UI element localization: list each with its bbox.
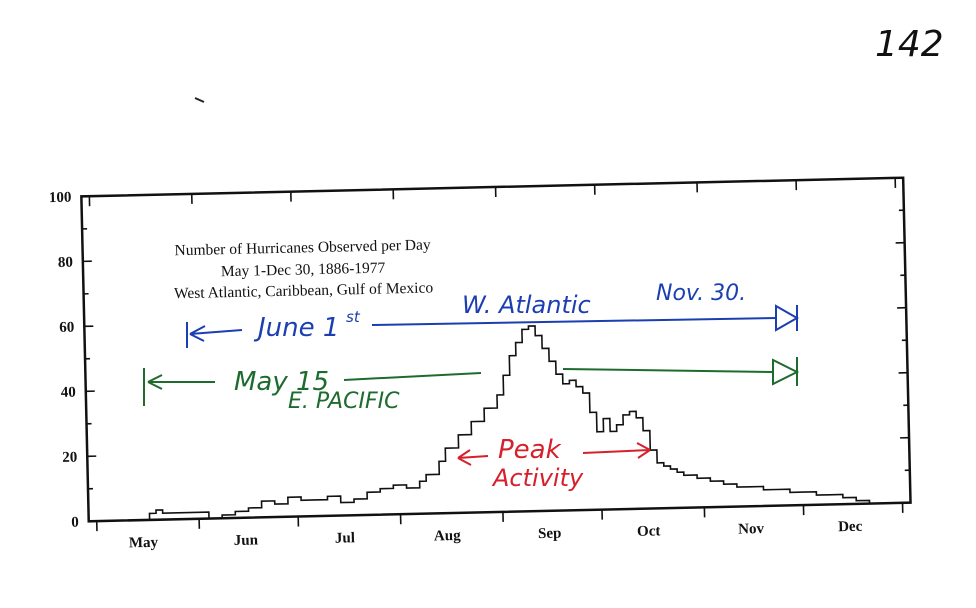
stray-mark <box>194 97 205 103</box>
x-tick-label: Jul <box>335 530 355 546</box>
y-tick-label: 20 <box>62 450 77 466</box>
chart-title-line-3: West Atlantic, Caribbean, Gulf of Mexico <box>174 279 434 302</box>
annotation-w-atlantic: June 1 st W. Atlantic Nov. 30. <box>186 281 800 348</box>
chart-title-line-1: Number of Hurricanes Observed per Day <box>174 236 431 259</box>
y-tick-label: 0 <box>71 515 79 531</box>
chart-title-line-2: May 1-Dec 30, 1886-1977 <box>221 260 386 281</box>
x-tick-label: Jun <box>234 532 259 549</box>
x-tick-label: Sep <box>538 526 562 543</box>
x-tick-label: Aug <box>434 528 462 545</box>
annotation-nov30: Nov. 30. <box>656 281 746 306</box>
y-tick-label: 80 <box>58 255 73 271</box>
x-tick-label: Nov <box>738 521 765 538</box>
y-tick-label: 60 <box>59 320 74 336</box>
x-tick-label: May <box>129 535 159 552</box>
annotation-june: June 1 <box>253 313 339 343</box>
annotation-peak-line-2: Activity <box>491 464 584 492</box>
x-tick-label: Oct <box>637 523 661 540</box>
page-number: 142 <box>875 24 944 65</box>
y-tick-label: 40 <box>61 385 76 401</box>
x-tick-label: Dec <box>838 519 863 536</box>
annotation-e-pacific: May 15 E. PACIFIC <box>143 357 800 414</box>
annotation-peak: Peak Activity <box>457 435 651 492</box>
annotation-w-atlantic-label: W. Atlantic <box>462 291 591 319</box>
annotation-may15: May 15 <box>234 367 329 397</box>
series-line <box>96 325 871 522</box>
annotation-e-pacific-label: E. PACIFIC <box>288 389 400 414</box>
y-tick-label: 100 <box>49 190 72 207</box>
annotation-june-sup: st <box>346 308 361 326</box>
annotation-peak-line-1: Peak <box>498 435 562 465</box>
